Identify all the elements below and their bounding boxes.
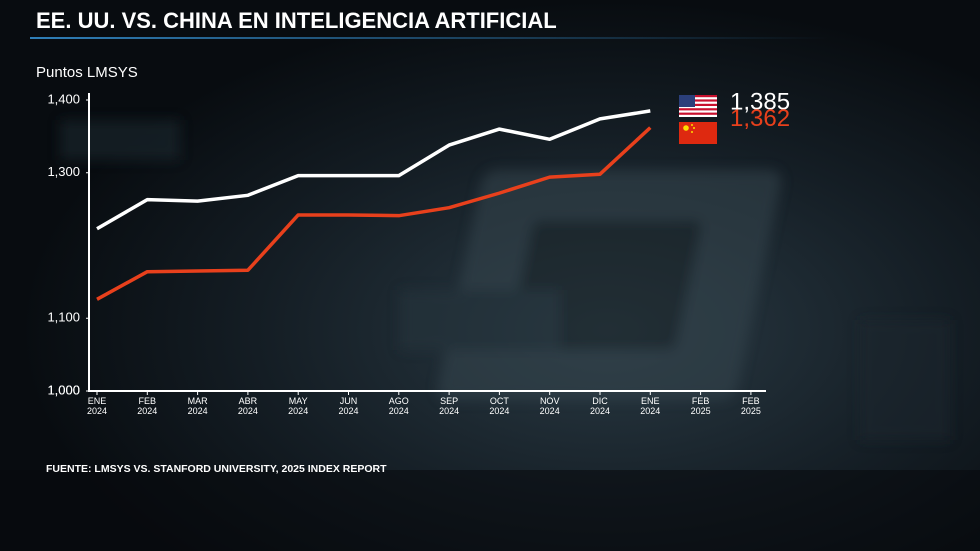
y-tick-label: 1,300 bbox=[47, 164, 80, 179]
x-tick-label: NOV 2024 bbox=[540, 396, 560, 416]
y-tick-label: 1,000 bbox=[47, 382, 80, 397]
source-note: FUENTE: LMSYS VS. STANFORD UNIVERSITY, 2… bbox=[46, 463, 387, 475]
y-tick-label: 1,400 bbox=[47, 91, 80, 106]
us-flag bbox=[679, 95, 717, 117]
y-tick-label: 1,000 bbox=[47, 382, 80, 397]
x-tick-label: ABR 2024 bbox=[238, 396, 258, 416]
end-value-label: 1,362 bbox=[730, 105, 790, 132]
end-value-label: 1,385 bbox=[730, 88, 790, 115]
x-tick-label: FEB 2025 bbox=[691, 396, 711, 416]
bottom-shade bbox=[0, 470, 980, 551]
y-tick-label: 1,100 bbox=[47, 310, 80, 325]
chart-title: EE. UU. VS. CHINA EN INTELIGENCIA ARTIFI… bbox=[36, 8, 557, 33]
x-tick-label: DIC 2024 bbox=[590, 396, 610, 416]
x-tick-label: AGO 2024 bbox=[389, 396, 409, 416]
x-tick-label: FEB 2024 bbox=[137, 396, 157, 416]
china-flag bbox=[679, 122, 717, 144]
x-tick-label: MAR 2024 bbox=[188, 396, 209, 416]
x-tick-label: SEP 2024 bbox=[439, 396, 459, 416]
title-rule bbox=[30, 37, 830, 39]
x-tick-label: FEB 2025 bbox=[741, 396, 761, 416]
y-axis-label: Puntos LMSYS bbox=[36, 64, 138, 81]
x-tick-label: MAY 2024 bbox=[288, 396, 308, 416]
series-line bbox=[96, 109, 651, 231]
background-chip bbox=[60, 120, 950, 440]
x-tick-label: JUN 2024 bbox=[338, 396, 358, 416]
series-line bbox=[96, 126, 652, 301]
x-tick-label: ENE 2024 bbox=[87, 396, 107, 416]
x-tick-label: ENE 2024 bbox=[640, 396, 660, 416]
x-tick-label: OCT 2024 bbox=[489, 396, 509, 416]
